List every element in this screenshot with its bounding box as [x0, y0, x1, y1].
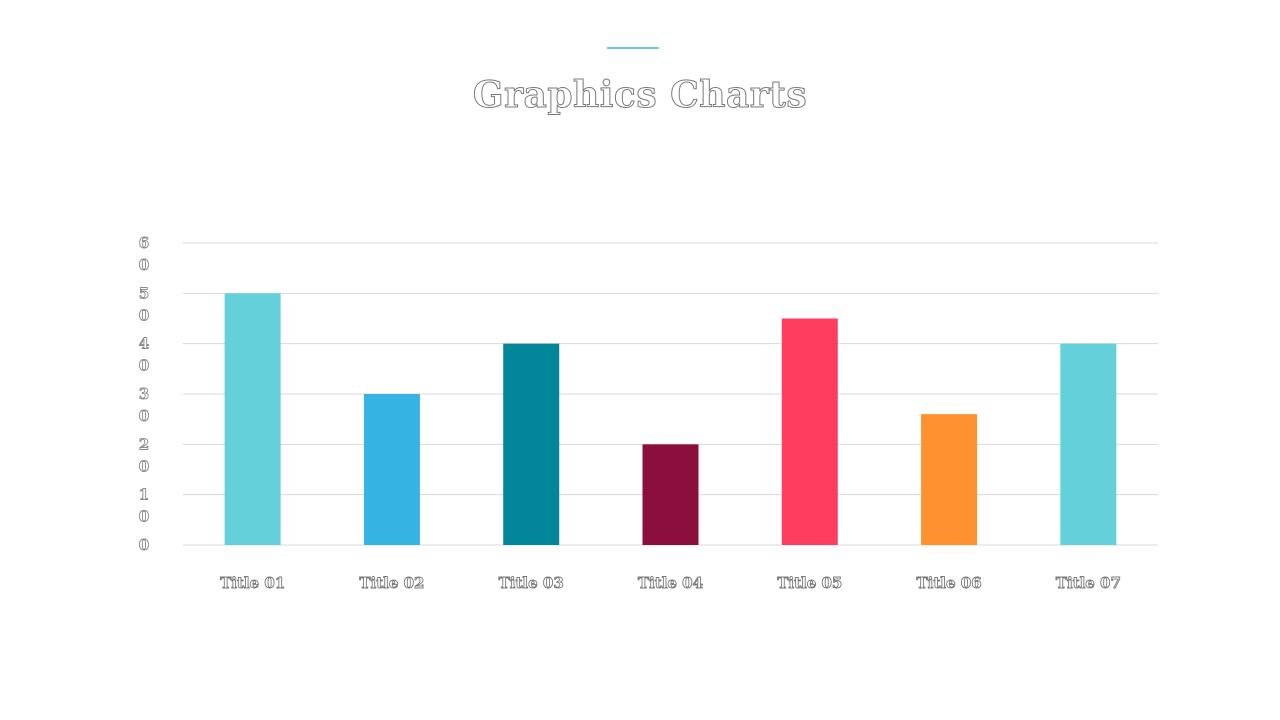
x-axis-labels: Title 01 Title 02 Title 03 Title 04 Title 05…	[220, 574, 1122, 593]
y-tick-label: 0	[139, 536, 149, 554]
bar-2	[363, 394, 420, 545]
title-accent-line	[607, 47, 659, 49]
y-axis-ticks: 0 1 0 2 0 3 0 4 0 5 0 6 0	[138, 234, 149, 555]
x-category-label: Title 05	[777, 574, 842, 592]
bar-4	[642, 444, 699, 545]
bar-7	[1060, 343, 1117, 545]
x-category-label: Title 02	[359, 574, 424, 592]
bar-1	[224, 293, 281, 545]
bar-3	[503, 343, 560, 545]
x-category-label: Title 04	[638, 574, 703, 592]
x-category-label: Title 01	[220, 574, 285, 592]
bar-6	[921, 414, 978, 545]
x-category-label: Title 07	[1056, 574, 1121, 592]
grid-lines	[183, 242, 1158, 546]
x-category-label: Title 03	[499, 574, 564, 592]
page-title: Graphics Charts	[472, 74, 808, 117]
bars	[224, 293, 1117, 545]
x-category-label: Title 06	[917, 574, 982, 592]
bar-5	[781, 318, 838, 545]
